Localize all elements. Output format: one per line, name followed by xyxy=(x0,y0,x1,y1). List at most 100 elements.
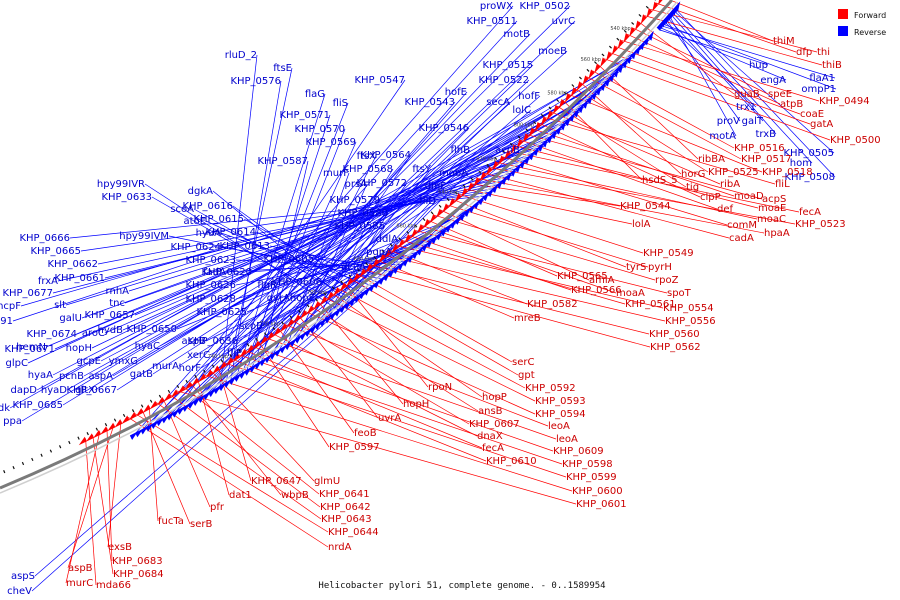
scale-tick xyxy=(357,268,360,272)
scale-tick xyxy=(167,389,171,394)
forward-gene-connector xyxy=(92,435,114,575)
forward-gene-label: dat1 xyxy=(229,490,252,501)
gene-arrows xyxy=(78,0,681,446)
reverse-gene-label: dinF xyxy=(425,181,446,192)
forward-gene-connector xyxy=(514,145,759,209)
forward-gene-arrow xyxy=(93,429,102,439)
forward-gene-connector xyxy=(478,178,765,234)
forward-gene-arrow xyxy=(634,20,642,31)
forward-gene-label: KHP_0523 xyxy=(795,219,846,230)
scale-tick xyxy=(58,445,62,449)
forward-gene-label: KHP_0517 xyxy=(741,154,792,165)
forward-gene-label: coaE xyxy=(800,109,824,120)
forward-gene-arrow xyxy=(339,282,347,292)
reverse-gene-label: flaG xyxy=(305,89,325,100)
scale-tick xyxy=(176,384,180,389)
forward-gene-arrow xyxy=(177,385,186,395)
forward-gene-connector xyxy=(183,386,320,495)
reverse-gene-arrow xyxy=(599,81,607,91)
scale-tick xyxy=(478,170,482,174)
forward-gene-arrow xyxy=(372,258,380,269)
reverse-gene-connector xyxy=(52,174,513,294)
forward-gene-arrow xyxy=(273,327,281,337)
genome-backbone-shadow xyxy=(0,1,678,494)
reverse-gene-label: prsA xyxy=(344,179,367,190)
forward-gene-connector xyxy=(383,254,666,322)
forward-gene-label: tig xyxy=(686,182,699,193)
scale-tick xyxy=(272,326,276,330)
forward-gene-label: KHP_0643 xyxy=(321,514,372,525)
reverse-gene-label: gyrA xyxy=(267,293,290,304)
forward-gene-connector xyxy=(265,337,557,440)
forward-gene-label: cadA xyxy=(729,233,754,244)
reverse-gene-label: flaA1 xyxy=(809,73,835,84)
forward-gene-connector xyxy=(508,150,800,213)
reverse-gene-label: motB xyxy=(503,29,530,40)
forward-gene-label: ribBA xyxy=(698,154,725,165)
forward-gene-arrow xyxy=(85,433,95,442)
forward-gene-label: KHP_0544 xyxy=(620,201,671,212)
reverse-gene-label: KHP_0564 xyxy=(360,150,411,161)
scale-tick xyxy=(454,191,458,195)
forward-gene-label: KHP_0600 xyxy=(572,486,623,497)
reverse-gene-label: KHP_0605 xyxy=(263,254,314,265)
reverse-gene-connector xyxy=(178,111,581,367)
forward-gene-label: KHP_0561 xyxy=(625,299,676,310)
reverse-gene-label: glpC xyxy=(6,358,28,369)
forward-gene-arrow xyxy=(516,138,524,149)
forward-gene-connector xyxy=(415,230,668,294)
forward-gene-connector xyxy=(568,94,763,173)
reverse-gene-label: KHP_0515 xyxy=(482,60,533,71)
reverse-gene-label: aspS xyxy=(11,571,35,582)
forward-gene-arrow xyxy=(404,233,412,244)
reverse-gene-label: KHP_0570 xyxy=(294,124,345,135)
genome-caption: Helicobacter pylori 51, complete genome.… xyxy=(318,581,605,591)
forward-gene-label: KHP_0525 xyxy=(708,167,759,178)
reverse-gene-arrow xyxy=(643,35,650,46)
reverse-gene-label: gatB xyxy=(130,369,153,380)
reverse-gene-label: hpy99IVR xyxy=(97,179,145,190)
forward-gene-arrow xyxy=(467,182,475,193)
reverse-gene-connector xyxy=(112,84,607,377)
forward-gene-arrow xyxy=(252,340,261,350)
forward-gene-label: hopP xyxy=(482,392,507,403)
reverse-gene-label: mobA xyxy=(439,168,468,179)
forward-gene-connector xyxy=(238,354,563,465)
forward-gene-connector xyxy=(134,413,329,533)
reverse-gene-arrow xyxy=(491,183,499,194)
forward-gene-arrow xyxy=(582,75,589,86)
reverse-gene-arrow xyxy=(537,142,545,152)
reverse-gene-label: hpy99IVM xyxy=(119,231,169,242)
reverse-gene-label: KHP_0661 xyxy=(54,273,105,284)
forward-gene-arrow xyxy=(299,309,308,320)
forward-gene-connector xyxy=(106,428,113,562)
forward-gene-connector xyxy=(107,420,122,548)
forward-gene-label: def xyxy=(717,204,734,215)
forward-gene-label: fecA xyxy=(799,207,821,218)
reverse-gene-connector xyxy=(152,33,531,428)
forward-gene-connector xyxy=(396,245,664,309)
reverse-gene-label: scoA xyxy=(170,204,194,215)
scale-tick xyxy=(255,337,259,342)
forward-gene-arrow xyxy=(184,381,193,391)
forward-gene-label: hopH xyxy=(403,399,429,410)
reverse-gene-connector xyxy=(104,137,554,334)
reverse-gene-label: hemN xyxy=(16,342,46,353)
reverse-gene-connector xyxy=(212,190,351,305)
forward-gene-label: dnaX xyxy=(477,431,503,442)
forward-gene-connector xyxy=(204,374,573,492)
forward-gene-label: amiA xyxy=(589,275,615,286)
reverse-gene-label: dgkA xyxy=(188,186,213,197)
reverse-gene-arrow xyxy=(630,49,637,60)
scale-tick xyxy=(623,29,627,33)
kbp-tick-label: 620 kbp xyxy=(476,157,496,163)
scale-tick xyxy=(390,243,393,247)
reverse-gene-label: fliP xyxy=(227,348,242,359)
reverse-gene-connector xyxy=(116,62,629,391)
forward-gene-label: guaB xyxy=(734,89,760,100)
forward-gene-connector xyxy=(655,2,797,53)
forward-gene-connector xyxy=(325,297,536,402)
forward-gene-arrow xyxy=(479,171,487,182)
forward-gene-arrow xyxy=(652,1,659,12)
